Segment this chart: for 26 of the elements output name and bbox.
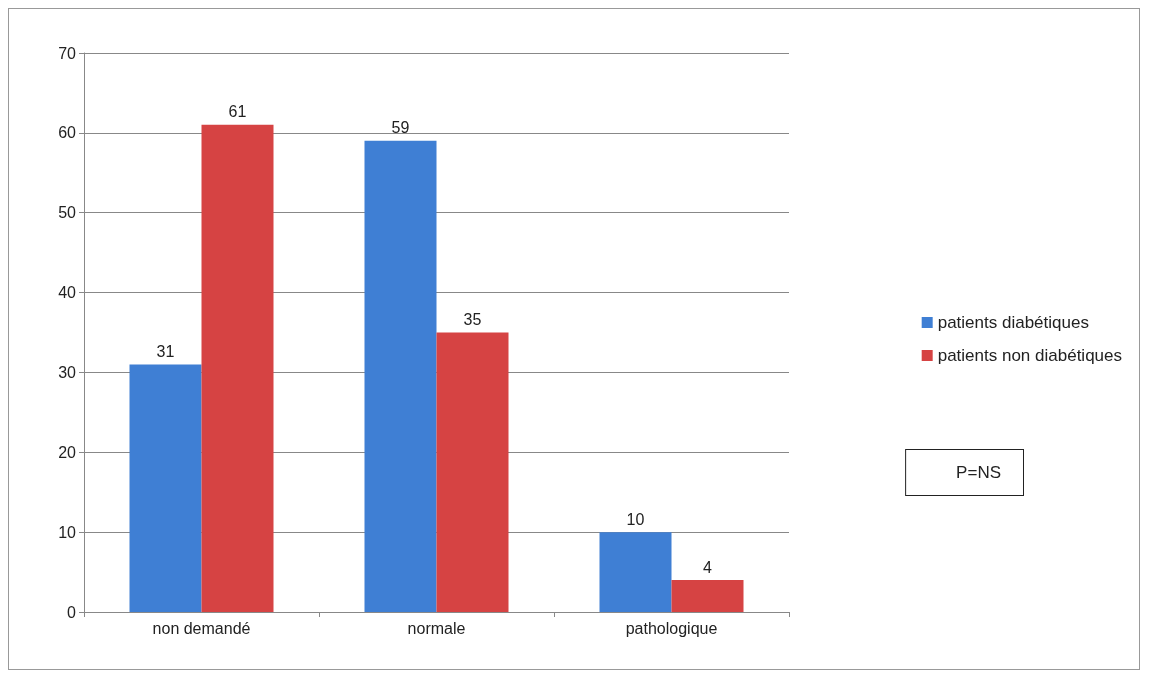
y-tick-label: 20 — [58, 443, 77, 461]
y-tick-label: 0 — [67, 603, 77, 621]
bar — [436, 332, 509, 612]
bar — [364, 140, 437, 612]
x-tick-label: normale — [407, 619, 466, 637]
data-label: 61 — [228, 103, 247, 121]
x-tick-label: non demandé — [152, 619, 251, 637]
bar — [671, 580, 744, 612]
data-label: 59 — [391, 119, 410, 137]
data-label: 35 — [463, 311, 482, 328]
x-tick-label: pathologique — [625, 619, 718, 637]
bar — [599, 532, 672, 612]
legend-label: patients diabétiques — [937, 313, 1089, 332]
y-tick-label: 70 — [58, 44, 77, 62]
text: P=NS — [956, 463, 1002, 482]
legend-label: patients non diabétiques — [937, 346, 1122, 365]
bar — [129, 364, 202, 612]
data-label: 31 — [156, 342, 175, 360]
y-tick-label: 30 — [58, 363, 77, 381]
y-tick-label: 40 — [58, 284, 77, 302]
data-label: 4 — [703, 558, 713, 576]
y-tick-label: 60 — [58, 124, 77, 142]
bar — [201, 124, 274, 612]
y-tick-label: 10 — [58, 523, 77, 541]
data-label: 10 — [626, 510, 645, 528]
y-tick-label: 50 — [58, 204, 77, 222]
